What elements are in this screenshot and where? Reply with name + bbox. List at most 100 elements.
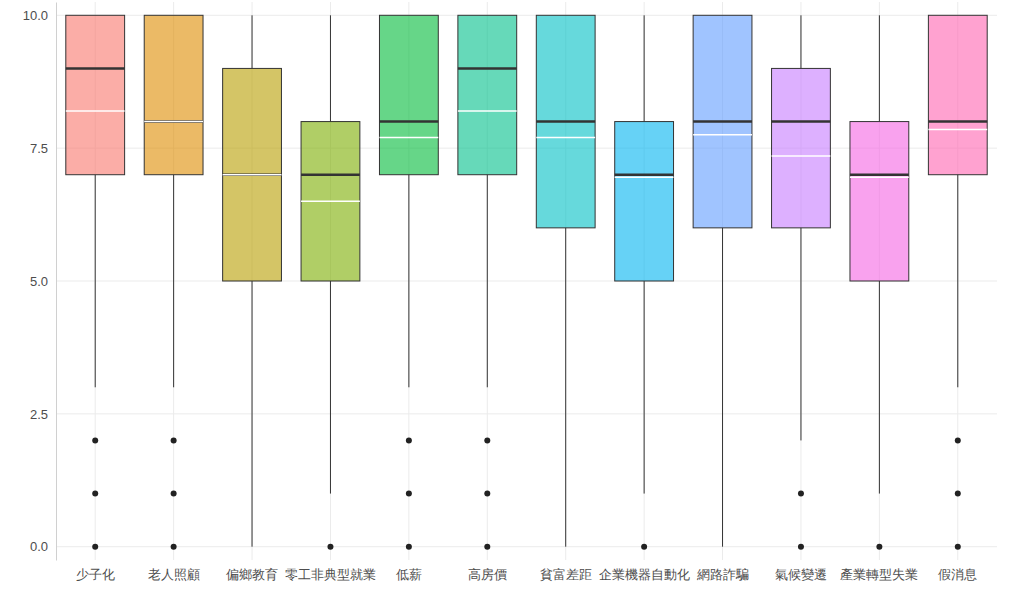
box-group xyxy=(772,15,831,549)
box-group xyxy=(536,15,595,546)
outlier xyxy=(798,491,804,497)
whisker-high xyxy=(800,15,801,68)
x-tick: 零工非典型就業 xyxy=(285,560,376,582)
box xyxy=(850,122,909,281)
whisker-low xyxy=(173,175,174,388)
y-tick-label: 5.0 xyxy=(30,274,48,289)
whisker-high xyxy=(330,15,331,121)
y-tick-label: 2.5 xyxy=(30,407,48,422)
outlier xyxy=(484,544,490,550)
x-tick: 貧富差距 xyxy=(540,560,592,582)
box xyxy=(928,15,987,174)
box-group xyxy=(66,15,125,549)
whisker-low xyxy=(95,175,96,388)
x-tick-label: 偏鄉教育 xyxy=(226,567,278,582)
chart: 0.0 2.5 5.0 7.5 10.0 少子化 老人照顧 偏鄉教育零工非典型就業 低薪 高房價 貧… xyxy=(0,0,1024,602)
whisker-high xyxy=(879,15,880,121)
x-tick-label: 少子化 xyxy=(76,568,115,582)
y-tick: 10.0 xyxy=(23,8,56,23)
box xyxy=(772,68,831,227)
box-group xyxy=(693,15,752,546)
whisker-low xyxy=(879,281,880,494)
outlier xyxy=(92,544,98,550)
outlier xyxy=(484,437,490,443)
median xyxy=(536,120,595,123)
outlier xyxy=(955,437,961,443)
grid xyxy=(56,2,997,560)
box-group xyxy=(850,15,909,549)
box xyxy=(379,15,438,174)
x-tick: 產業轉型失業 xyxy=(840,560,918,582)
x-tick: 高房價 xyxy=(468,560,507,582)
x-tick-label: 老人照顧 xyxy=(148,568,200,582)
x-tick: 網路詐騙 xyxy=(696,560,749,582)
y-tick: 5.0 xyxy=(30,274,56,289)
whisker-low xyxy=(800,228,801,441)
box xyxy=(458,15,517,174)
mean xyxy=(772,155,831,157)
x-tick-label: 氣候變遷 xyxy=(775,568,827,582)
outlier xyxy=(955,491,961,497)
mean xyxy=(536,137,595,139)
median xyxy=(850,173,909,176)
y-axis: 0.0 2.5 5.0 7.5 10.0 xyxy=(23,3,57,561)
whisker-low xyxy=(408,175,409,388)
y-tick-label: 0.0 xyxy=(30,539,48,554)
whisker-low xyxy=(252,281,253,547)
box xyxy=(66,15,125,174)
grid-line xyxy=(56,546,997,547)
outlier xyxy=(327,544,333,550)
whisker-high xyxy=(644,15,645,121)
x-tick-label: 企業機器自動化 xyxy=(599,568,690,582)
whisker-high xyxy=(252,15,253,68)
box-group xyxy=(615,15,674,549)
x-tick: 低薪 xyxy=(396,560,422,582)
x-tick: 老人照顧 xyxy=(148,560,200,582)
whisker-low xyxy=(330,281,331,494)
whisker-low xyxy=(722,228,723,547)
median xyxy=(144,120,203,123)
outlier xyxy=(406,491,412,497)
outlier xyxy=(876,544,882,550)
mean xyxy=(693,134,752,136)
mean xyxy=(458,110,517,112)
box-group xyxy=(458,15,517,549)
outlier xyxy=(406,437,412,443)
outlier xyxy=(484,491,490,497)
y-tick-label: 10.0 xyxy=(23,8,48,23)
x-tick: 少子化 xyxy=(76,560,115,582)
x-tick-label: 高房價 xyxy=(468,567,507,582)
median xyxy=(379,120,438,123)
outlier xyxy=(798,544,804,550)
x-tick: 氣候變遷 xyxy=(775,560,827,582)
mean xyxy=(615,177,674,179)
median xyxy=(693,120,752,123)
whisker-low xyxy=(487,175,488,388)
median xyxy=(928,120,987,123)
box xyxy=(301,122,360,281)
x-tick-label: 網路詐騙 xyxy=(696,568,749,582)
x-axis-line xyxy=(57,560,998,561)
y-axis-line xyxy=(56,3,57,561)
x-tick-label: 零工非典型就業 xyxy=(285,568,376,582)
whisker-low xyxy=(565,228,566,547)
median xyxy=(772,120,831,123)
median xyxy=(615,173,674,176)
x-tick-label: 假消息 xyxy=(938,568,977,582)
box xyxy=(536,15,595,228)
x-tick: 偏鄉教育 xyxy=(226,560,278,582)
y-tick: 2.5 xyxy=(30,407,56,422)
mean xyxy=(379,137,438,139)
outlier xyxy=(92,491,98,497)
median xyxy=(301,173,360,176)
x-tick: 企業機器自動化 xyxy=(599,560,690,582)
box-group xyxy=(379,15,438,549)
box-group xyxy=(928,15,987,549)
box xyxy=(144,15,203,174)
outlier xyxy=(171,437,177,443)
y-tick-label: 7.5 xyxy=(30,141,48,156)
whisker-low xyxy=(957,175,958,388)
mean xyxy=(850,177,909,179)
mean xyxy=(66,110,125,112)
whisker-low xyxy=(644,281,645,494)
